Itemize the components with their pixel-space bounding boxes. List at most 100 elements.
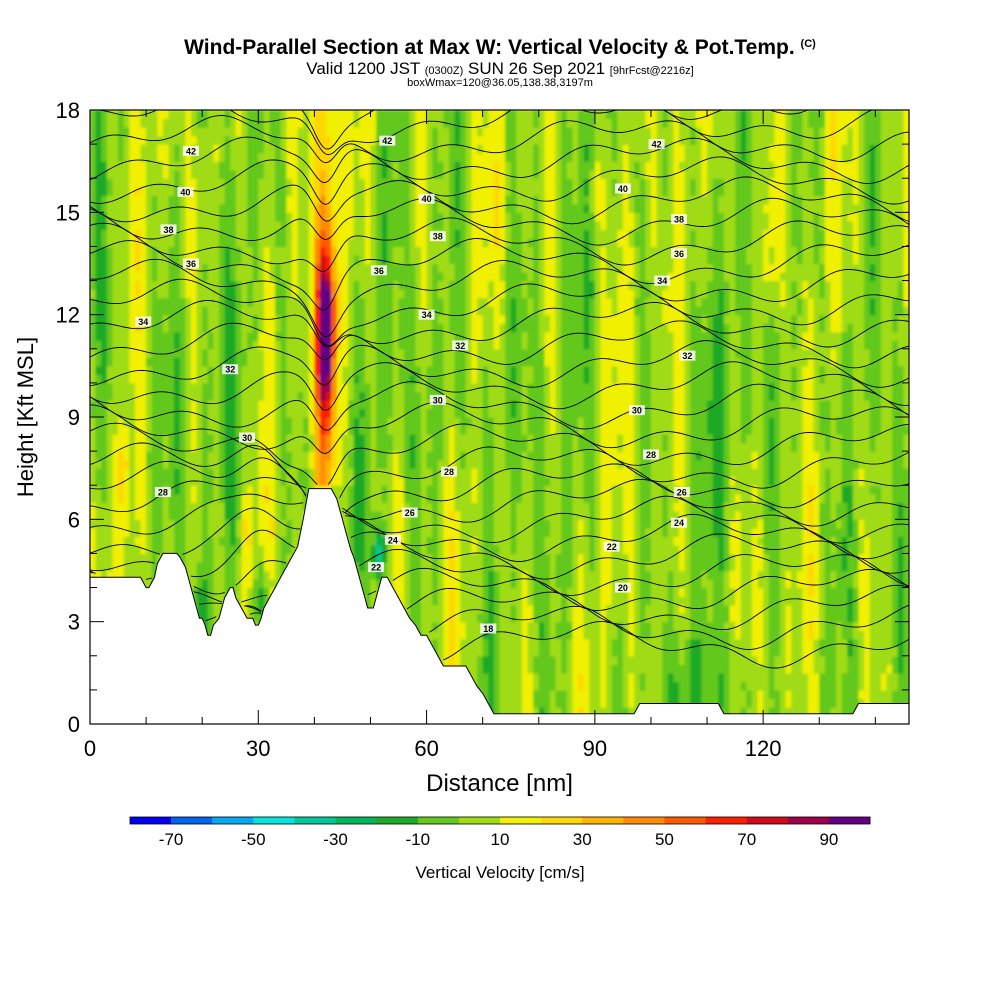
velocity-cell <box>146 476 153 486</box>
velocity-cell <box>404 357 411 367</box>
velocity-cell <box>348 220 355 231</box>
velocity-cell <box>488 144 495 154</box>
velocity-cell <box>437 186 445 196</box>
velocity-cell <box>247 161 254 171</box>
velocity-cell <box>106 118 114 128</box>
velocity-cell <box>134 255 142 265</box>
velocity-cell <box>449 186 456 196</box>
velocity-cell <box>471 604 478 614</box>
velocity-cell <box>415 365 422 375</box>
velocity-cell <box>314 220 321 231</box>
velocity-cell <box>219 357 226 367</box>
velocity-cell <box>112 451 119 461</box>
velocity-cell <box>342 237 349 248</box>
velocity-cell <box>342 417 349 427</box>
velocity-cell <box>314 451 321 461</box>
velocity-cell <box>392 289 400 299</box>
velocity-cell <box>146 485 153 495</box>
velocity-cell <box>493 621 501 631</box>
velocity-cell <box>146 110 153 120</box>
velocity-cell <box>140 186 147 196</box>
velocity-cell <box>409 476 416 486</box>
velocity-cell <box>454 655 461 665</box>
velocity-cell <box>308 306 316 316</box>
velocity-cell <box>303 161 310 171</box>
velocity-cell <box>398 391 405 401</box>
velocity-cell <box>432 365 439 375</box>
velocity-cell <box>275 476 282 486</box>
velocity-cell <box>353 408 360 418</box>
velocity-cell <box>252 186 259 196</box>
velocity-cell <box>263 519 271 529</box>
velocity-cell <box>241 476 248 486</box>
velocity-cell <box>219 527 226 538</box>
velocity-cell <box>527 331 534 341</box>
velocity-cell <box>409 613 416 623</box>
velocity-cell <box>499 579 506 589</box>
velocity-cell <box>527 579 534 589</box>
velocity-cell <box>308 152 316 162</box>
velocity-cell <box>106 152 114 162</box>
velocity-cell <box>432 519 439 529</box>
velocity-cell <box>219 323 226 333</box>
velocity-cell <box>179 152 187 162</box>
velocity-cell <box>118 451 125 461</box>
velocity-cell <box>460 382 467 393</box>
velocity-cell <box>303 399 310 410</box>
velocity-cell <box>196 348 203 358</box>
velocity-cell <box>247 408 254 418</box>
velocity-cell <box>538 178 546 188</box>
velocity-cell <box>112 417 119 427</box>
velocity-cell <box>510 229 517 239</box>
velocity-cell <box>174 306 181 316</box>
velocity-cell <box>516 579 523 589</box>
velocity-cell <box>308 391 316 401</box>
velocity-cell <box>376 212 383 222</box>
velocity-cell <box>241 459 248 469</box>
velocity-cell <box>162 476 170 486</box>
velocity-cell <box>437 434 445 444</box>
velocity-cell <box>331 434 338 444</box>
velocity-cell <box>297 331 304 341</box>
velocity-cell <box>449 493 456 503</box>
velocity-cell <box>247 229 254 239</box>
velocity-cell <box>129 485 136 495</box>
velocity-cell <box>129 169 136 179</box>
velocity-cell <box>505 434 512 444</box>
velocity-cell <box>134 502 142 512</box>
velocity-cell <box>488 246 495 256</box>
velocity-cell <box>381 485 388 495</box>
velocity-cell <box>325 255 332 265</box>
velocity-cell <box>432 144 439 154</box>
velocity-cell <box>398 246 405 256</box>
velocity-cell <box>348 536 355 546</box>
velocity-cell <box>146 408 153 418</box>
velocity-cell <box>460 468 467 478</box>
velocity-cell <box>550 502 557 512</box>
velocity-cell <box>527 110 534 120</box>
velocity-cell <box>174 297 181 307</box>
velocity-cell <box>118 289 125 299</box>
velocity-cell <box>303 348 310 358</box>
velocity-cell <box>376 118 383 128</box>
velocity-cell <box>196 195 203 205</box>
velocity-cell <box>471 178 478 188</box>
velocity-cell <box>550 314 557 324</box>
velocity-cell <box>219 579 226 589</box>
velocity-cell <box>269 203 276 213</box>
velocity-cell <box>106 408 114 418</box>
velocity-cell <box>112 365 119 375</box>
velocity-cell <box>314 246 321 256</box>
velocity-cell <box>465 442 473 452</box>
velocity-cell <box>275 289 282 299</box>
velocity-cell <box>449 357 456 367</box>
velocity-cell <box>505 255 512 265</box>
velocity-cell <box>527 425 534 435</box>
velocity-cell <box>426 527 433 538</box>
velocity-cell <box>443 613 450 623</box>
velocity-cell <box>123 118 130 128</box>
velocity-cell <box>247 553 254 563</box>
velocity-cell <box>392 314 400 324</box>
velocity-cell <box>303 425 310 435</box>
velocity-cell <box>460 331 467 341</box>
